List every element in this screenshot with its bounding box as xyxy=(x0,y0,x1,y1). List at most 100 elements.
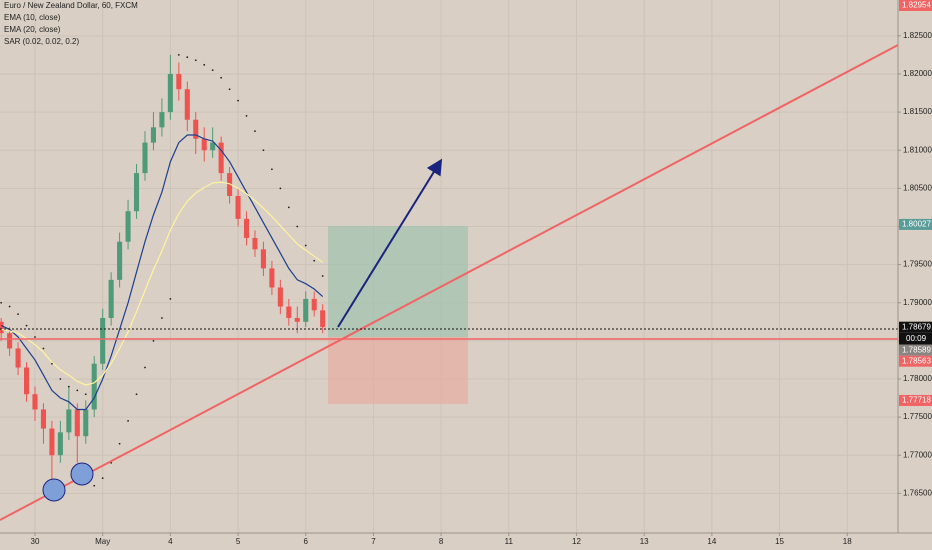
candle-body xyxy=(252,237,258,250)
candle-body xyxy=(227,173,233,196)
candle-body xyxy=(269,268,275,288)
sar-dot xyxy=(254,130,256,133)
sar-dot xyxy=(228,88,231,91)
x-tick-label: 11 xyxy=(505,537,514,546)
sar-dot xyxy=(287,206,290,209)
sar-dot xyxy=(8,305,11,308)
candle-body xyxy=(133,173,140,212)
price-label: 1.78589 xyxy=(902,345,931,354)
candle-body xyxy=(210,142,216,151)
sar-dot xyxy=(42,347,45,350)
sar-dot xyxy=(144,366,146,369)
candle-body xyxy=(167,73,173,113)
candle-body xyxy=(125,211,131,242)
candle-body xyxy=(108,279,114,318)
y-tick-label: 1.77500 xyxy=(903,412,932,421)
sar-dot xyxy=(245,115,248,117)
y-tick-label: 1.76500 xyxy=(903,488,932,497)
price-label: 1.82954 xyxy=(902,1,931,10)
loss-zone xyxy=(328,337,468,404)
candle-body xyxy=(294,317,300,322)
candle-body xyxy=(176,73,182,90)
sar-dot xyxy=(194,59,197,62)
candle-body xyxy=(49,428,55,456)
sar-dot xyxy=(67,385,70,388)
candle-body xyxy=(23,367,30,395)
sar-dot xyxy=(270,168,273,171)
sar-dot xyxy=(34,336,36,338)
price-label: 1.78563 xyxy=(902,356,931,365)
circle-marker xyxy=(70,462,94,486)
countdown: 00:09 xyxy=(906,334,927,343)
legend-entry: EMA (20, close) xyxy=(4,25,61,34)
x-tick-label: 6 xyxy=(304,537,309,546)
x-tick-label: 13 xyxy=(640,537,649,546)
sar-dot xyxy=(321,275,324,277)
price-label-bg xyxy=(899,321,932,333)
sar-dot xyxy=(161,317,163,319)
candle-body xyxy=(235,195,241,219)
sar-dot xyxy=(135,393,138,396)
x-tick-label: 15 xyxy=(775,537,784,546)
sar-dot xyxy=(220,76,223,79)
arrow xyxy=(337,158,443,328)
price-label: 1.77718 xyxy=(902,396,931,405)
chart-title: Euro / New Zealand Dollar, 60, FXCM xyxy=(4,1,138,10)
candle-body xyxy=(286,306,292,318)
candle-body xyxy=(7,333,13,349)
sar-dot xyxy=(211,69,214,72)
sar-dot xyxy=(101,477,104,479)
x-tick-label: 14 xyxy=(707,537,716,546)
y-tick-label: 1.78000 xyxy=(903,374,932,383)
candle-body xyxy=(159,112,165,128)
price-label-bg xyxy=(899,355,932,367)
price-label: 1.78679 xyxy=(902,322,931,331)
y-tick-label: 1.79000 xyxy=(903,298,932,307)
sar-dot xyxy=(186,56,189,59)
sar-dot xyxy=(51,362,53,365)
candle-body xyxy=(15,348,21,368)
price-label-bg xyxy=(899,394,932,406)
sar-dot xyxy=(169,298,172,300)
x-tick-label: 30 xyxy=(31,537,40,546)
x-tick-label: May xyxy=(95,537,110,546)
sar-dot xyxy=(152,339,155,342)
sar-dot xyxy=(93,484,96,487)
candle-body xyxy=(260,249,266,269)
sar-dot xyxy=(76,389,79,392)
sar-dot xyxy=(84,393,87,396)
legend-entry: SAR (0.02, 0.02, 0.2) xyxy=(4,37,79,46)
x-tick-label: 18 xyxy=(843,537,852,546)
candle-body xyxy=(66,409,72,433)
sar-dot xyxy=(296,225,299,228)
candle-body xyxy=(91,363,97,410)
x-tick-label: 12 xyxy=(572,537,581,546)
y-tick-label: 1.81500 xyxy=(903,107,932,116)
price-label-bg xyxy=(899,218,932,230)
candle-body xyxy=(83,409,89,437)
sar-dot xyxy=(59,378,62,380)
candle-body xyxy=(150,127,156,143)
circle-marker xyxy=(42,478,66,502)
x-tick-label: 8 xyxy=(439,537,444,546)
candle-body xyxy=(320,310,326,328)
sar-dot xyxy=(177,54,180,56)
sar-dot xyxy=(279,187,282,190)
candle-body xyxy=(142,142,148,174)
y-tick-label: 1.77000 xyxy=(903,450,932,459)
y-tick-label: 1.79500 xyxy=(903,260,932,269)
candle-body xyxy=(32,394,38,410)
candle-body xyxy=(311,298,317,311)
candle-body xyxy=(100,317,106,364)
axes: 1.765001.770001.775001.780001.785001.790… xyxy=(31,0,932,546)
price-label-bg xyxy=(899,344,932,356)
candle-body xyxy=(277,287,283,307)
candle-body xyxy=(218,142,224,174)
trend-line xyxy=(0,44,899,521)
plot xyxy=(0,54,326,487)
sar-dot xyxy=(127,420,129,422)
candle-body xyxy=(193,119,199,139)
candle-body xyxy=(57,432,63,456)
